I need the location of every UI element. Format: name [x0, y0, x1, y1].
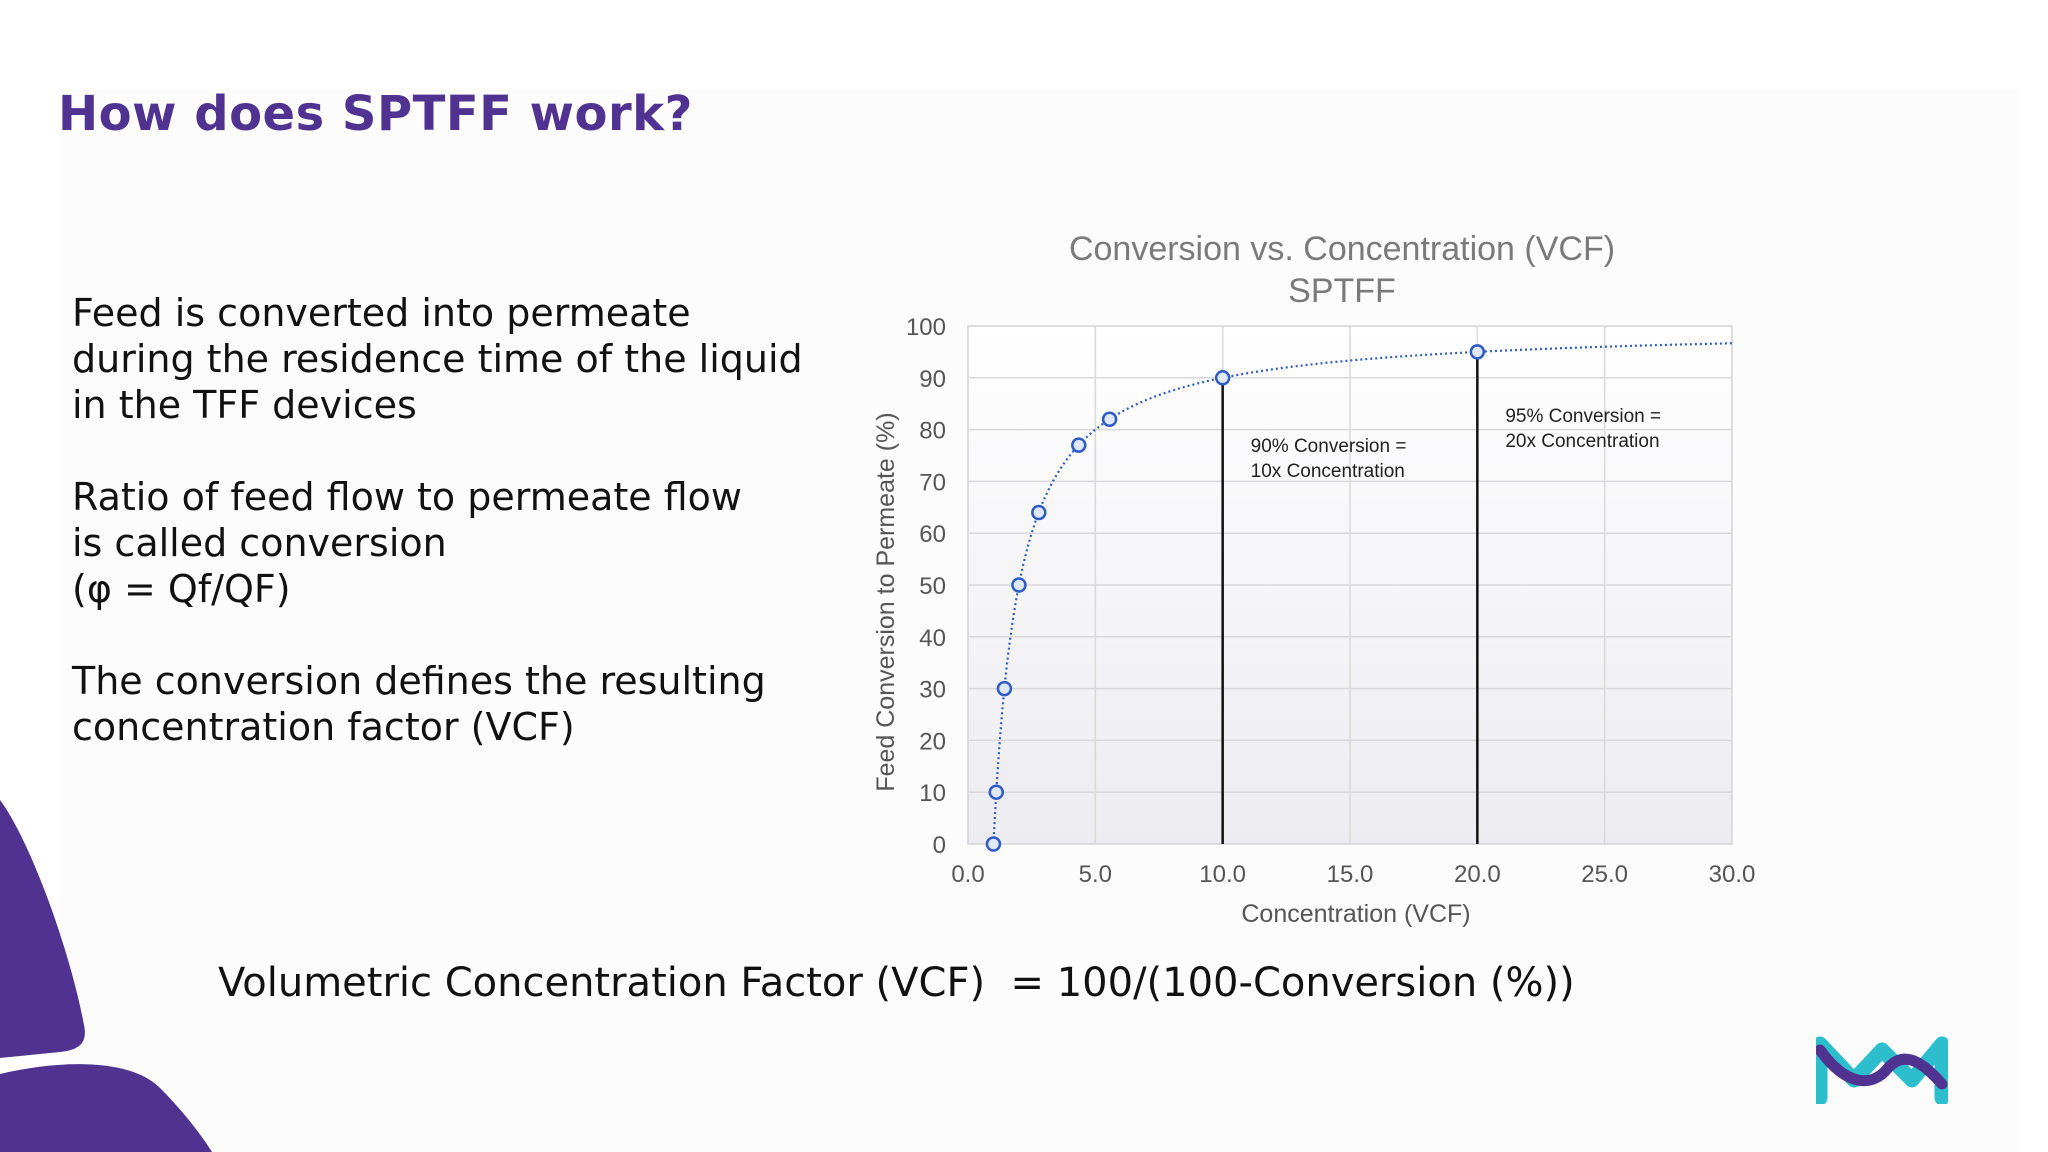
data-point — [1071, 437, 1087, 453]
data-point — [1031, 504, 1047, 521]
y-tick-label: 30 — [919, 677, 946, 704]
data-point — [1011, 577, 1027, 593]
vcf-formula: Volumetric Concentration Factor (VCF) = … — [218, 960, 1575, 1006]
reference-line-label: 10x Concentration — [1251, 461, 1405, 482]
plot-area: 0 10 20 30 40 50 60 70 80 90 100 0.0 5.0 10.0 15.0 20.0… — [906, 314, 1755, 888]
conversion-vs-concentration-chart: Conversion vs. Concentration (VCF) SPTFF… — [872, 230, 1755, 928]
paragraph-conversion-ratio: Ratio of feed flow to permeate flow is c… — [72, 475, 743, 611]
y-tick-label: 100 — [906, 314, 946, 341]
x-tick-label: 15.0 — [1327, 861, 1374, 888]
decorative-purple-shape-lower — [0, 1064, 212, 1152]
brand-logo-icon — [1816, 1036, 1948, 1104]
data-point — [1469, 344, 1486, 360]
reference-line-label: 90% Conversion = — [1251, 436, 1407, 457]
data-point — [1101, 411, 1118, 427]
x-axis-label: Concentration (VCF) — [1241, 900, 1470, 928]
x-tick-label: 25.0 — [1581, 861, 1628, 888]
y-tick-label: 50 — [919, 573, 946, 600]
x-tick-label: 5.0 — [1079, 861, 1112, 888]
decorative-purple-shape-upper — [0, 800, 85, 1058]
slide-title: How does SPTFF work? — [58, 86, 693, 142]
y-tick-label: 60 — [919, 521, 946, 548]
y-tick-label: 90 — [919, 366, 946, 393]
paragraph-feed-conversion: Feed is converted into permeate during t… — [72, 291, 803, 427]
data-point — [988, 784, 1005, 800]
x-tick-label: 0.0 — [951, 861, 984, 888]
y-tick-label: 10 — [919, 780, 946, 807]
chart-title: Conversion vs. Concentration (VCF) — [1069, 230, 1615, 268]
y-tick-label: 80 — [919, 418, 946, 445]
y-tick-label: 70 — [919, 469, 946, 496]
paragraph-concentration-factor: The conversion defines the resulting con… — [72, 659, 766, 749]
reference-line-label: 20x Concentration — [1505, 431, 1659, 452]
y-tick-label: 0 — [933, 832, 946, 859]
y-tick-label: 40 — [919, 625, 946, 652]
y-axis-label: Feed Conversion to Permeate (%) — [872, 412, 900, 791]
reference-line-label: 95% Conversion = — [1505, 406, 1661, 427]
chart-subtitle: SPTFF — [1288, 272, 1396, 310]
x-tick-label: 20.0 — [1454, 861, 1501, 888]
bullet-text-block: Feed is converted into permeate during t… — [72, 290, 852, 796]
y-tick-label: 20 — [919, 728, 946, 755]
data-point — [996, 680, 1013, 697]
trend-curve — [992, 342, 1733, 845]
x-tick-label: 30.0 — [1709, 861, 1756, 888]
data-point — [985, 836, 1002, 852]
x-tick-label: 10.0 — [1199, 861, 1246, 888]
data-point — [1214, 370, 1231, 386]
